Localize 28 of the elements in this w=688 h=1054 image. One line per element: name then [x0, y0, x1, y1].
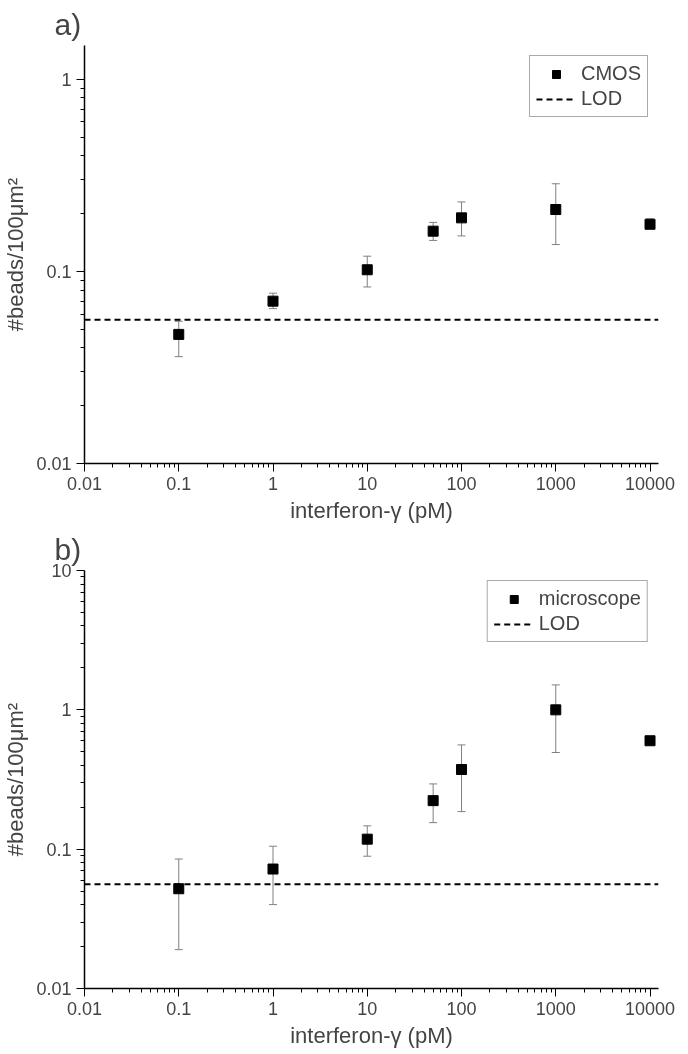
x-tick-label: 1000: [535, 998, 576, 1019]
x-tick-label: 10000: [625, 998, 676, 1019]
legend-label: LOD: [581, 87, 623, 110]
y-tick-label: 10: [51, 561, 72, 581]
x-tick-label: 0.1: [166, 998, 192, 1019]
x-axis-title: interferon-γ (pM): [290, 1022, 453, 1048]
x-tick-label: 10000: [625, 473, 676, 494]
y-tick-label: 1: [61, 700, 72, 721]
x-tick-label: 100: [446, 473, 477, 494]
legend-label: CMOS: [581, 62, 641, 85]
chart-title: a): [54, 7, 82, 41]
y-axis-title: #beads/100μm²: [3, 177, 29, 332]
y-tick-label: 0.01: [36, 454, 72, 474]
legend-label: microscope: [538, 587, 641, 610]
y-tick-label: 1: [61, 69, 72, 90]
x-axis-title: interferon-γ (pM): [290, 497, 453, 523]
y-tick-label: 0.1: [46, 839, 72, 860]
x-tick-label: 0.1: [166, 473, 192, 494]
x-tick-label: 1: [268, 473, 279, 494]
legend-label: LOD: [538, 612, 580, 635]
x-tick-label: 100: [446, 998, 477, 1019]
y-tick-label: 0.01: [36, 979, 72, 999]
x-tick-label: 10: [357, 998, 378, 1019]
x-tick-label: 1: [268, 998, 279, 1019]
x-tick-label: 1000: [535, 473, 576, 494]
x-tick-label: 10: [357, 473, 378, 494]
y-axis-title: #beads/100μm²: [3, 702, 29, 857]
y-tick-label: 0.1: [46, 261, 72, 282]
